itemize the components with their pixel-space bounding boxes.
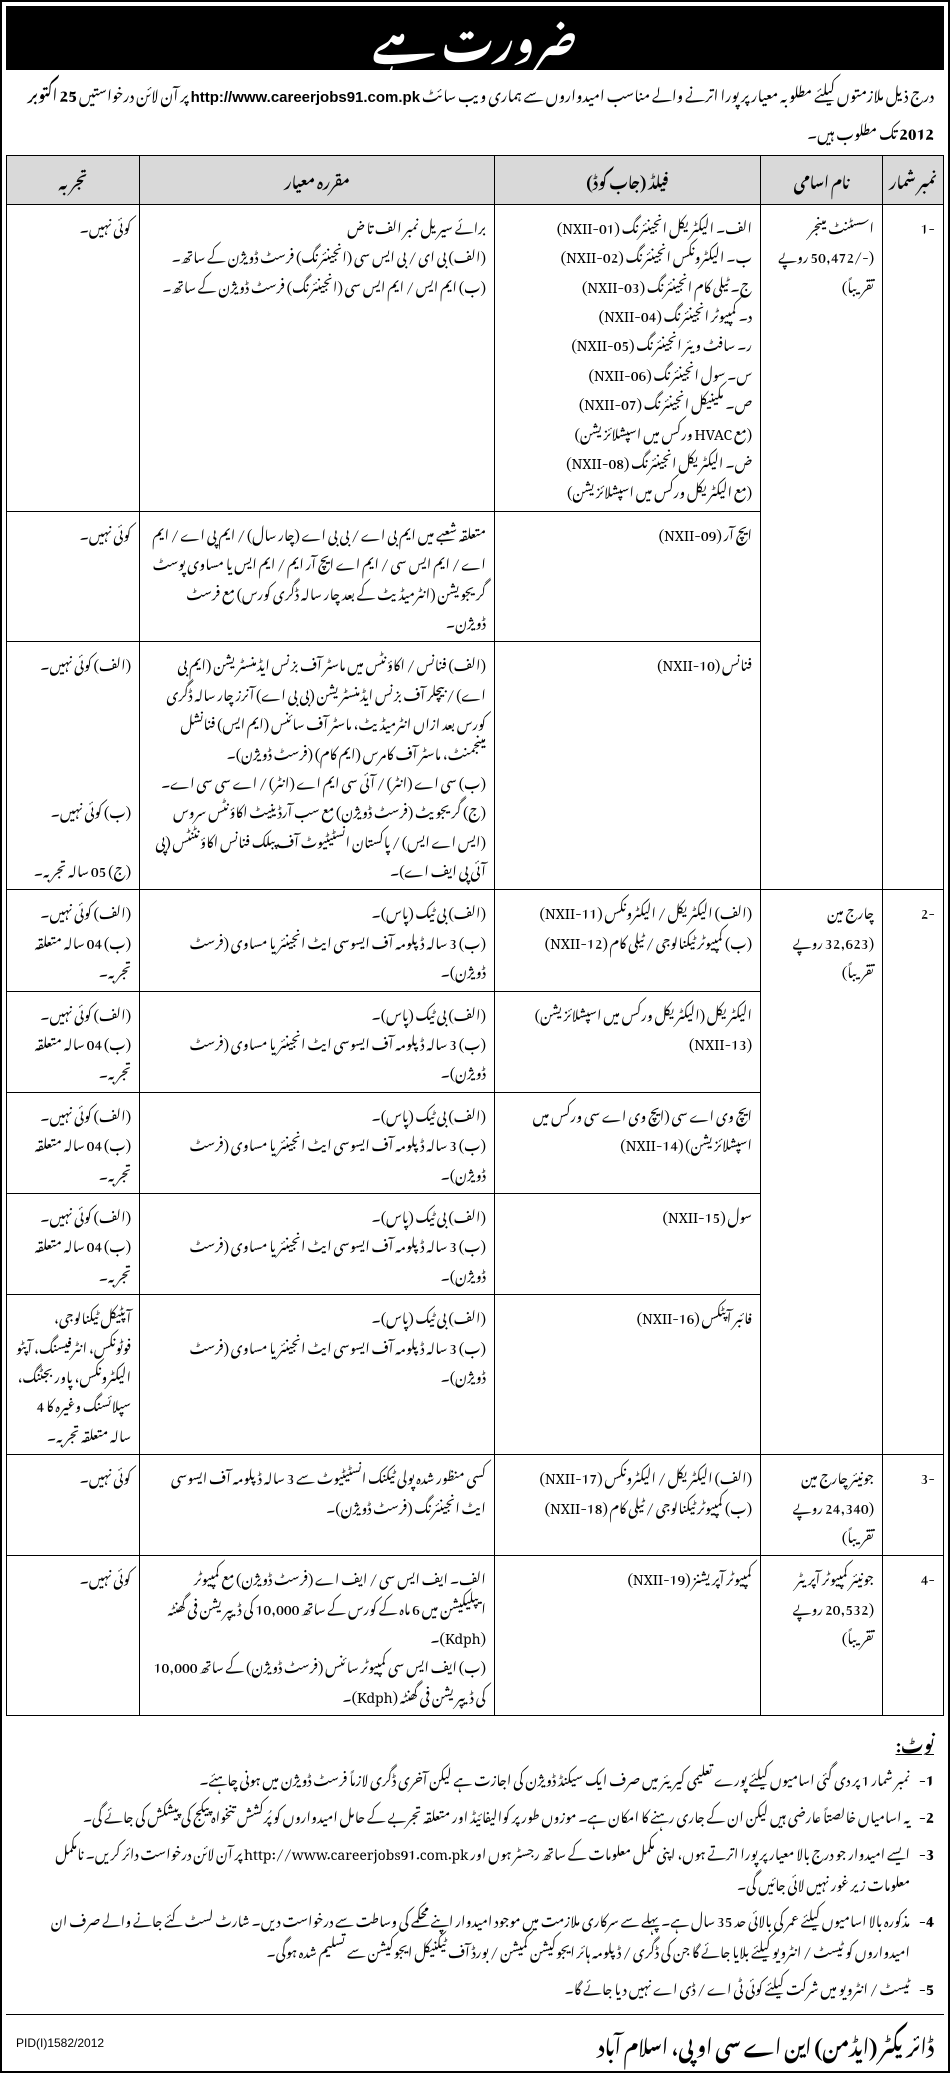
cell-sr: -1 <box>883 204 944 890</box>
cell-criteria: (الف) بی ٹیک (پاس)۔ (ب) 3 سالہ ڈپلومہ آف… <box>140 1194 495 1295</box>
cell-field: فنانس (NXII-10) <box>494 642 760 890</box>
cell-field: سول (NXII-15) <box>494 1194 760 1295</box>
notes-section: نمبر شمار 1 پر دی گئی اسامیوں کیلئے پورے… <box>6 1760 944 2014</box>
cell-exp: کوئی نہیں۔ <box>7 511 140 642</box>
cell-sr: -3 <box>883 1455 944 1556</box>
cell-exp: کوئی نہیں۔ <box>7 1455 140 1556</box>
cell-criteria: (الف) فنانس / اکاؤنٹس میں ماسٹر آف بزنس … <box>140 642 495 890</box>
cell-criteria: (الف) بی ٹیک (پاس)۔ (ب) 3 سالہ ڈپلومہ آف… <box>140 1295 495 1455</box>
jobs-table: نمبر شمار نام اسامی فیلڈ (جاب کوڈ) مقررہ… <box>6 155 944 1716</box>
table-header-row: نمبر شمار نام اسامی فیلڈ (جاب کوڈ) مقررہ… <box>7 156 944 205</box>
col-post: نام اسامی <box>761 156 883 205</box>
cell-field: (الف) الیکٹریکل / الیکٹرونکس (NXII-11) (… <box>494 890 760 991</box>
col-exp: تجربہ <box>7 156 140 205</box>
note-item: مذکورہ بالا اسامیوں کیلئے عمر کی بالائی … <box>16 1901 934 1969</box>
cell-sr: -2 <box>883 890 944 1455</box>
cell-criteria: الف۔ ایف ایس سی / ایف اے (فرسٹ ڈویژن) مع… <box>140 1556 495 1716</box>
cell-post: اسسٹنٹ مینجر (-/50,472 روپے تقریباً) <box>761 204 883 890</box>
table-row: -1 اسسٹنٹ مینجر (-/50,472 روپے تقریباً) … <box>7 204 944 511</box>
cell-field: الف۔ الیکٹریکل انجینئرنگ (NXII-01) ب۔ ال… <box>494 204 760 511</box>
cell-criteria: متعلقہ شعبے میں ایم بی اے / بی بی اے (چا… <box>140 511 495 642</box>
col-sr: نمبر شمار <box>883 156 944 205</box>
cell-exp: (الف) کوئی نہیں۔ (ب) 04 سالہ متعلقہ تجرب… <box>7 991 140 1092</box>
cell-criteria: کسی منظور شدہ پولی ٹیکنک انسٹیٹیوٹ سے 3 … <box>140 1455 495 1556</box>
advert-container: ضرورت ہے درج ذیل ملازمتوں کیلئے مطلوبہ م… <box>0 0 950 2073</box>
cell-post: جونیئر کمپیوٹر آپریٹر (20,532 روپے تقریب… <box>761 1556 883 1716</box>
cell-exp: (الف) کوئی نہیں۔ (ب) کوئی نہیں۔ (ج) 05 س… <box>7 642 140 890</box>
cell-field: ایچ وی اے سی (ایچ وی اے سی ورکس میں اسپش… <box>494 1092 760 1193</box>
cell-field: کمپیوٹر آپریشنز (NXII-19) <box>494 1556 760 1716</box>
intro-end: تک مطلوب ہیں۔ <box>807 111 897 149</box>
cell-exp: کوئی نہیں۔ <box>7 1556 140 1716</box>
cell-exp: (الف) کوئی نہیں۔ (ب) 04 سالہ متعلقہ تجرب… <box>7 890 140 991</box>
cell-field: ایچ آر (NXII-09) <box>494 511 760 642</box>
note-item: یہ اسامیاں خالصتاً عارضی ہیں لیکن ان کے … <box>16 1797 934 1834</box>
main-title: ضرورت ہے <box>6 6 944 70</box>
notes-title: نوٹ: <box>6 1716 944 1760</box>
pid-ref: PID(I)1582/2012 <box>16 2031 104 2055</box>
cell-field: (الف) الیکٹریکل / الیکٹرونکس (NXII-17) (… <box>494 1455 760 1556</box>
note-item: نمبر شمار 1 پر دی گئی اسامیوں کیلئے پورے… <box>16 1760 934 1797</box>
table-row: -4 جونیئر کمپیوٹر آپریٹر (20,532 روپے تق… <box>7 1556 944 1716</box>
cell-post: چارج مین (32,623 روپے تقریباً) <box>761 890 883 1455</box>
table-row: -2 چارج مین (32,623 روپے تقریباً) (الف) … <box>7 890 944 991</box>
cell-criteria: (الف) بی ٹیک (پاس)۔ (ب) 3 سالہ ڈپلومہ آف… <box>140 890 495 991</box>
cell-criteria: برائے سیریل نمبر الف تا ض (الف) بی ای / … <box>140 204 495 511</box>
cell-sr: -4 <box>883 1556 944 1716</box>
intro-text: درج ذیل ملازمتوں کیلئے مطلوبہ معیار پر پ… <box>6 70 944 153</box>
cell-exp: آپٹیکل ٹیکنالوجی، فوٹونکس، انٹرفیسنگ، آپ… <box>7 1295 140 1455</box>
cell-exp: (الف) کوئی نہیں۔ (ب) 04 سالہ متعلقہ تجرب… <box>7 1092 140 1193</box>
intro-before: درج ذیل ملازمتوں کیلئے مطلوبہ معیار پر پ… <box>420 73 934 111</box>
cell-field: فائبر آپٹکس (NXII-16) <box>494 1295 760 1455</box>
cell-field: الیکٹریکل (الیکٹریکل ورکس میں اسپشلائزیش… <box>494 991 760 1092</box>
note-item: ٹیسٹ / انٹرویو میں شرکت کیلئے کوئی ٹی اے… <box>16 1969 934 2006</box>
cell-criteria: (الف) بی ٹیک (پاس)۔ (ب) 3 سالہ ڈپلومہ آف… <box>140 1092 495 1193</box>
intro-after: پر آن لائن درخواستیں <box>77 73 189 111</box>
intro-url: http://www.careerjobs91.com.pk <box>191 89 421 106</box>
cell-exp: کوئی نہیں۔ <box>7 204 140 511</box>
table-row: -3 جونیئر چارج مین (24,340 روپے تقریباً)… <box>7 1455 944 1556</box>
col-field: فیلڈ (جاب کوڈ) <box>494 156 760 205</box>
signature: ڈائریکٹر (ایڈمن) این اے سی او پی، اسلام … <box>597 2023 934 2063</box>
cell-criteria: (الف) بی ٹیک (پاس)۔ (ب) 3 سالہ ڈپلومہ آف… <box>140 991 495 1092</box>
cell-exp: (الف) کوئی نہیں۔ (ب) 04 سالہ متعلقہ تجرب… <box>7 1194 140 1295</box>
footer: ڈائریکٹر (ایڈمن) این اے سی او پی، اسلام … <box>6 2014 944 2067</box>
cell-post: جونیئر چارج مین (24,340 روپے تقریباً) <box>761 1455 883 1556</box>
col-criteria: مقررہ معیار <box>140 156 495 205</box>
note-item: ایسے امیدوار جو درج بالا معیار پر پورا ا… <box>16 1834 934 1902</box>
